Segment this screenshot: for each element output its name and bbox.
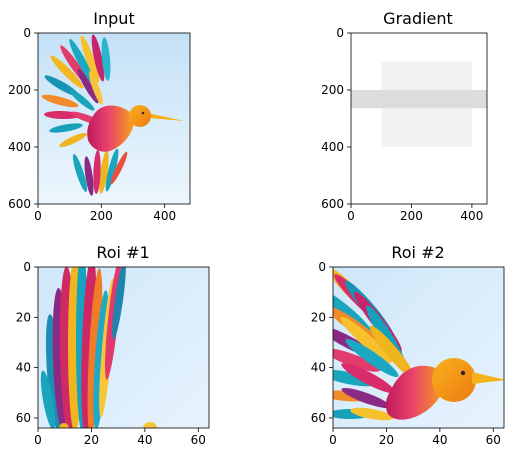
roi-1-xtick-label: 20	[84, 433, 99, 447]
hummingbird-graphic	[41, 34, 184, 196]
panel-gradient: Gradient 0 200 400 0 200 400 600	[321, 9, 488, 223]
input-ytick-label: 0	[23, 26, 31, 40]
gradient-regions	[351, 61, 487, 147]
roi-2-xtick-label: 0	[329, 433, 337, 447]
roi-1-xtick-label: 40	[137, 433, 152, 447]
gradient-ytick-label: 200	[321, 83, 344, 97]
panel-roi-2: Roi #2	[311, 243, 505, 447]
gradient-xtick-label: 0	[347, 209, 355, 223]
gradient-region-2	[351, 90, 487, 109]
panel-roi-2-title: Roi #2	[391, 243, 444, 262]
roi-1-ytick-label: 0	[23, 260, 31, 274]
panel-gradient-title: Gradient	[383, 9, 453, 28]
input-ytick-label: 400	[8, 140, 31, 154]
input-axes: 0 200 400 0 200 400 600	[8, 26, 176, 223]
input-xtick-label: 200	[90, 209, 113, 223]
roi-1-xtick-label: 0	[34, 433, 42, 447]
roi-2-ytick-label: 40	[311, 361, 326, 375]
roi-1-ytick-label: 20	[16, 310, 31, 324]
input-ytick-label: 600	[8, 197, 31, 211]
roi-1-feathers	[40, 267, 157, 428]
panel-input: Input	[8, 9, 191, 223]
input-xtick-label: 0	[34, 209, 42, 223]
roi-2-image	[333, 267, 504, 428]
gradient-axes: 0 200 400 0 200 400 600	[321, 26, 483, 223]
roi-1-xtick-label: 60	[191, 433, 206, 447]
gradient-ytick-label: 0	[336, 26, 344, 40]
roi-2-ytick-label: 0	[318, 260, 326, 274]
panel-input-title: Input	[93, 9, 134, 28]
roi-2-ytick-label: 20	[311, 310, 326, 324]
roi-2-xtick-label: 40	[432, 433, 447, 447]
roi-1-ytick-label: 40	[16, 361, 31, 375]
roi-1-image	[38, 267, 209, 428]
roi-2-xtick-label: 20	[379, 433, 394, 447]
gradient-xtick-label: 400	[460, 209, 483, 223]
input-ytick-label: 200	[8, 83, 31, 97]
roi-2-xtick-label: 60	[486, 433, 501, 447]
roi-2-bird	[333, 267, 504, 421]
gradient-ytick-label: 600	[321, 197, 344, 211]
gradient-xtick-label: 200	[400, 209, 423, 223]
input-xtick-label: 400	[153, 209, 176, 223]
gradient-ytick-label: 400	[321, 140, 344, 154]
roi-2-ytick-label: 60	[311, 411, 326, 425]
input-image	[38, 33, 190, 204]
panel-roi-1-title: Roi #1	[96, 243, 149, 262]
roi-1-ytick-label: 60	[16, 411, 31, 425]
